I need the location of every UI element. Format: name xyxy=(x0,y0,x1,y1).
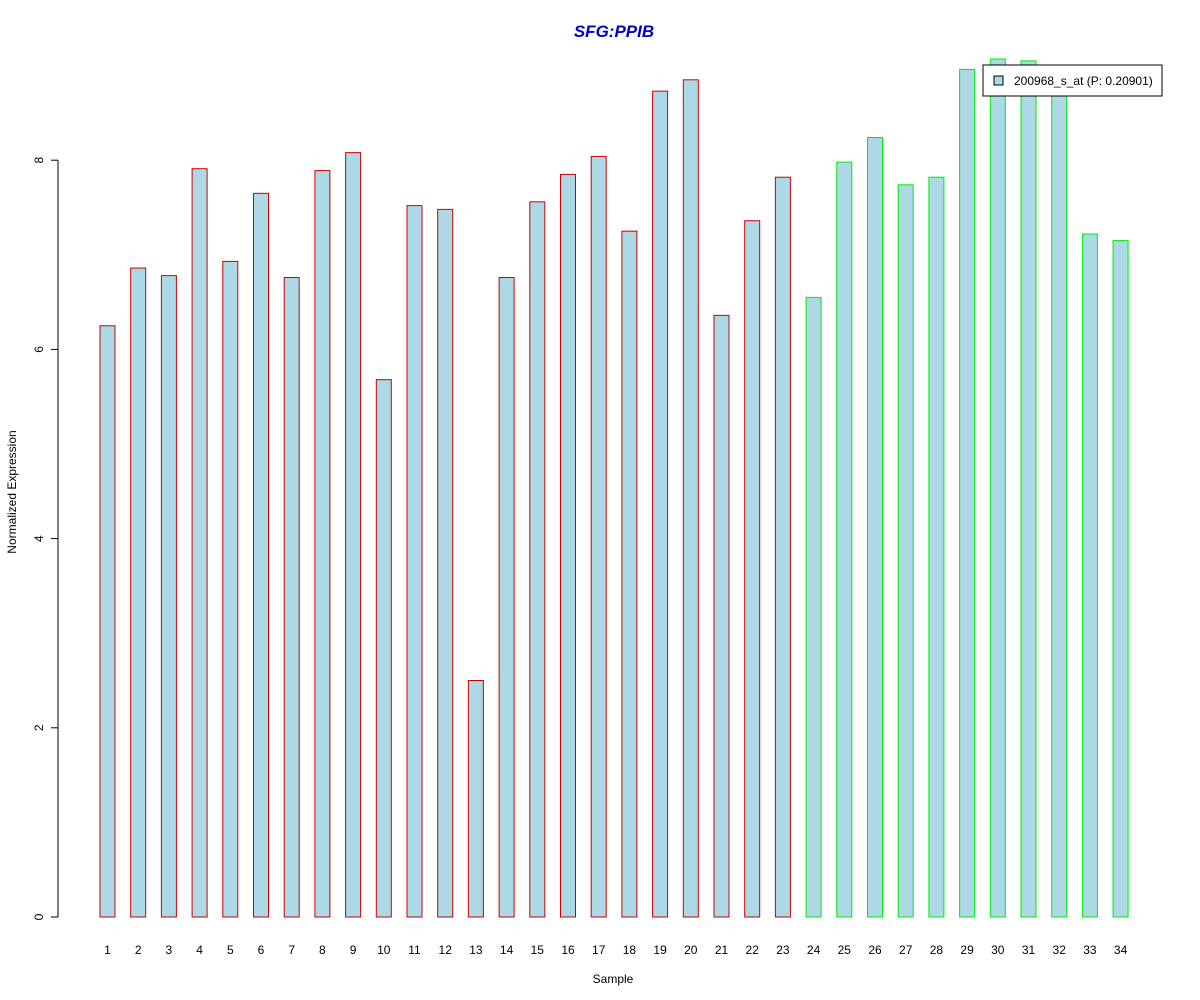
x-tick-label: 1 xyxy=(104,943,111,957)
x-tick-label: 33 xyxy=(1083,943,1097,957)
x-tick-label: 30 xyxy=(991,943,1005,957)
bar-sample-31 xyxy=(1020,60,1037,918)
bar-sample-29 xyxy=(959,68,976,918)
x-tick-label: 16 xyxy=(561,943,575,957)
y-axis: 0 2 4 6 8 xyxy=(32,157,59,920)
x-tick-label: 25 xyxy=(838,943,852,957)
legend-label: 200968_s_at (P: 0.20901) xyxy=(1014,74,1153,88)
bar-sample-6 xyxy=(253,192,269,918)
bar-sample-8 xyxy=(314,170,331,918)
bar-sample-3 xyxy=(160,275,177,918)
legend-swatch xyxy=(993,75,1004,86)
x-tick-label: 18 xyxy=(623,943,637,957)
x-tick-label: 4 xyxy=(196,943,203,957)
x-tick-label: 32 xyxy=(1053,943,1067,957)
bar-sample-16 xyxy=(560,173,576,918)
y-axis-title: Normalized Expression xyxy=(5,430,19,553)
x-tick-label: 14 xyxy=(500,943,514,957)
x-tick-label: 13 xyxy=(469,943,483,957)
y-tick-label: 0 xyxy=(32,913,46,920)
x-tick-label: 7 xyxy=(288,943,295,957)
bar-sample-10 xyxy=(375,379,392,918)
y-tick-label: 4 xyxy=(32,535,46,542)
bar-sample-24 xyxy=(805,296,822,918)
bar-sample-30 xyxy=(989,58,1006,918)
bars-group xyxy=(99,58,1129,918)
x-tick-label: 23 xyxy=(776,943,790,957)
x-tick-label: 15 xyxy=(531,943,545,957)
x-tick-label: 26 xyxy=(868,943,882,957)
x-tick-label: 5 xyxy=(227,943,234,957)
x-tick-label: 19 xyxy=(653,943,667,957)
bar-sample-32 xyxy=(1051,83,1068,918)
bar-sample-9 xyxy=(345,152,362,918)
bar-sample-23 xyxy=(774,176,791,918)
x-tick-label: 34 xyxy=(1114,943,1128,957)
x-tick-label: 28 xyxy=(930,943,944,957)
x-tick-label: 6 xyxy=(258,943,265,957)
bar-sample-21 xyxy=(713,314,730,918)
x-tick-label: 17 xyxy=(592,943,606,957)
bar-sample-12 xyxy=(437,208,454,918)
bar-sample-7 xyxy=(283,277,300,918)
bar-sample-4 xyxy=(191,168,208,918)
bar-sample-19 xyxy=(652,90,669,918)
bar-sample-22 xyxy=(744,220,761,918)
bar-sample-5 xyxy=(222,260,239,918)
x-tick-label: 2 xyxy=(135,943,142,957)
x-tick-label: 11 xyxy=(408,943,421,957)
bar-sample-17 xyxy=(590,155,607,918)
y-tick-label: 6 xyxy=(32,346,46,353)
bar-sample-2 xyxy=(130,267,147,918)
x-tick-label: 8 xyxy=(319,943,326,957)
bar-sample-34 xyxy=(1112,240,1129,918)
x-tick-label: 3 xyxy=(166,943,173,957)
x-tick-label: 29 xyxy=(960,943,974,957)
x-tick-label: 22 xyxy=(746,943,760,957)
legend: 200968_s_at (P: 0.20901) xyxy=(982,64,1163,97)
bar-sample-13 xyxy=(467,680,484,918)
bar-sample-27 xyxy=(897,184,914,918)
x-tick-label: 24 xyxy=(807,943,821,957)
bar-sample-26 xyxy=(867,136,883,918)
bar-sample-1 xyxy=(99,325,116,918)
chart-title: SFG:PPIB xyxy=(574,22,654,41)
bar-sample-33 xyxy=(1081,233,1098,918)
x-tick-label: 9 xyxy=(350,943,357,957)
x-tick-label: 12 xyxy=(439,943,453,957)
x-tick-label: 31 xyxy=(1022,943,1036,957)
bar-sample-28 xyxy=(928,176,945,918)
bar-sample-25 xyxy=(836,161,853,918)
bar-sample-18 xyxy=(621,230,638,918)
x-tick-label: 20 xyxy=(684,943,698,957)
x-tick-label: 21 xyxy=(715,943,729,957)
bar-sample-14 xyxy=(498,277,515,918)
bar-sample-20 xyxy=(682,79,699,918)
legend-box xyxy=(982,64,1163,97)
y-tick-label: 2 xyxy=(32,724,46,731)
x-tick-labels: 1 2 3 4 5 6 7 8 9 10 11 12 13 14 15 16 17 18 19 20 21 22 23 24 2… xyxy=(104,943,1127,957)
bar-sample-11 xyxy=(406,205,423,918)
x-axis-title: Sample xyxy=(593,972,634,986)
bar-sample-15 xyxy=(529,201,546,918)
y-tick-label: 8 xyxy=(32,157,46,164)
x-tick-label: 27 xyxy=(899,943,913,957)
x-tick-label: 10 xyxy=(377,943,391,957)
